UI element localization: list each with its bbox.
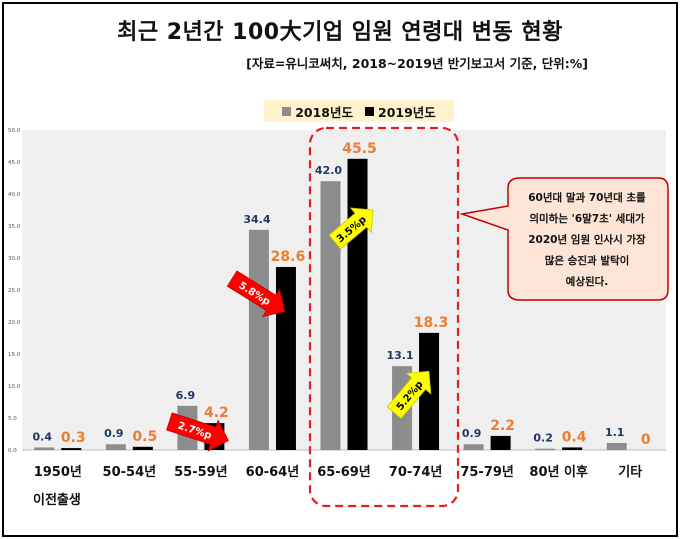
data-label: 2.2 bbox=[490, 418, 515, 434]
y-tick-label: 5.0 bbox=[8, 416, 17, 422]
x-tick-label: 75-79년 bbox=[460, 465, 514, 480]
callout-line: 많은 승진과 발탁이 bbox=[544, 255, 630, 267]
bar-2018년도-60-64년 bbox=[248, 229, 269, 450]
data-label: 4.2 bbox=[204, 405, 229, 421]
callout-line: 2020년 임원 인사시 가장 bbox=[528, 234, 646, 246]
data-label: 0 bbox=[641, 432, 651, 448]
data-label: 13.1 bbox=[386, 349, 413, 362]
y-tick-label: 15.0 bbox=[8, 352, 21, 358]
y-tick-label: 45.0 bbox=[8, 160, 21, 166]
arrow-shape bbox=[166, 412, 229, 452]
legend: 2018년도 2019년도 bbox=[264, 100, 454, 122]
y-tick-label: 25.0 bbox=[8, 288, 21, 294]
callout-box bbox=[459, 177, 669, 301]
x-tick-label: 70-74년 bbox=[389, 465, 443, 480]
data-label: 0.9 bbox=[104, 427, 124, 440]
bar-2018년도-50-54년 bbox=[105, 444, 126, 450]
x-tick-label: 80년 이후 bbox=[529, 464, 588, 480]
data-label: 0.4 bbox=[562, 429, 587, 445]
x-tick-label: 60-64년 bbox=[246, 465, 300, 480]
data-label: 0.2 bbox=[533, 432, 553, 445]
bar-2018년도-80년 이후 bbox=[535, 448, 556, 450]
bar-2019년도-65-69년 bbox=[347, 158, 368, 451]
data-label: 28.6 bbox=[271, 249, 306, 265]
arrow-shape bbox=[226, 270, 286, 318]
bar-2018년도-기타 bbox=[606, 442, 627, 450]
arrow-shape bbox=[386, 370, 432, 420]
bar-2019년도-75-79년 bbox=[490, 435, 511, 450]
x-tick-label: 65-69년 bbox=[317, 465, 371, 480]
data-label: 45.5 bbox=[342, 141, 377, 157]
legend-swatch-2019 bbox=[365, 106, 374, 116]
data-label: 0.4 bbox=[33, 430, 53, 443]
callout-text: 60년대 말과 70년대 초를 의미하는 '6말7초' 세대가 2020년 임원… bbox=[508, 188, 666, 293]
callout-line: 의미하는 '6말7초' 세대가 bbox=[529, 213, 645, 225]
legend-label-2019: 2019년도 bbox=[378, 104, 436, 120]
x-tick-label: 55-59년 bbox=[174, 465, 228, 480]
callout-line: 예상된다. bbox=[565, 276, 609, 288]
data-label: 0.3 bbox=[61, 430, 86, 446]
bar-2018년도-65-69년 bbox=[320, 181, 341, 450]
arrow-shape bbox=[328, 207, 374, 250]
data-label: 0.5 bbox=[132, 429, 157, 445]
y-tick-label: 20.0 bbox=[8, 320, 21, 326]
bar-2019년도-60-64년 bbox=[275, 266, 296, 450]
chart-subtitle: [자료=유니코써치, 2018~2019년 반기보고서 기준, 단위:%] bbox=[246, 56, 588, 71]
data-label: 34.4 bbox=[243, 213, 270, 226]
bar-2019년도-80년 이후 bbox=[562, 447, 583, 450]
chart-title: 최근 2년간 100大기업 임원 연령대 변동 현황 bbox=[117, 20, 563, 45]
highlight-box bbox=[308, 126, 460, 508]
y-tick-label: 30.0 bbox=[8, 256, 21, 262]
bar-2018년도-75-79년 bbox=[463, 444, 484, 450]
data-label: 6.9 bbox=[176, 389, 196, 402]
bar-2019년도-50-54년 bbox=[132, 446, 153, 450]
y-tick-label: 10.0 bbox=[8, 384, 21, 390]
y-tick-label: 0.0 bbox=[8, 448, 17, 454]
y-axis: 0.0 5.0 10.0 15.0 20.0 25.0 30.0 35.0 40.0 45.0 50… bbox=[8, 128, 666, 454]
callout-line: 60년대 말과 70년대 초를 bbox=[528, 192, 646, 204]
x-axis: 1950년 50-54년 55-59년 60-64년 65-69년 70-74년 75-79… bbox=[34, 464, 643, 480]
y-tick-label: 35.0 bbox=[8, 224, 21, 230]
x-tick-sublabel: 이전출생 bbox=[33, 493, 81, 508]
x-tick-label: 기타 bbox=[618, 464, 642, 480]
bar-2019년도-1950년 bbox=[61, 448, 82, 450]
legend-label-2018: 2018년도 bbox=[295, 104, 353, 120]
data-label: 18.3 bbox=[414, 315, 449, 331]
data-label: 1.1 bbox=[605, 426, 625, 439]
y-tick-label: 50.0 bbox=[8, 128, 21, 134]
data-label: 0.9 bbox=[462, 427, 482, 440]
legend-item-2019: 2019년도 bbox=[365, 102, 436, 121]
change-arrow: 2.7%p bbox=[166, 412, 229, 452]
data-labels: 0.4 0.3 0.9 0.5 6.9 4.2 34.4 28.6 42.045.5 13.1 18… bbox=[33, 141, 651, 448]
legend-item-2018: 2018년도 bbox=[282, 102, 353, 121]
y-tick-label: 40.0 bbox=[8, 192, 21, 198]
data-label: 42.0 bbox=[315, 164, 342, 177]
legend-swatch-2018 bbox=[282, 106, 292, 116]
x-tick-label: 1950년 bbox=[34, 465, 82, 480]
x-tick-label: 50-54년 bbox=[103, 465, 157, 480]
bar-2018년도-1950년 bbox=[34, 447, 55, 450]
